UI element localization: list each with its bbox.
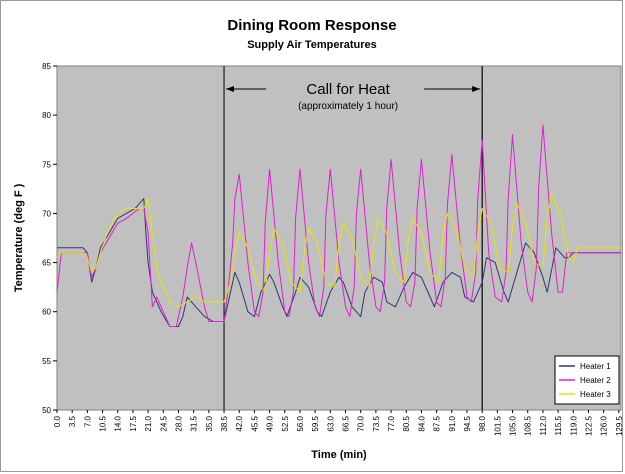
x-tick-label: 115.5 bbox=[554, 415, 563, 435]
x-tick-label: 10.5 bbox=[99, 415, 108, 431]
x-tick-label: 45.5 bbox=[250, 415, 259, 431]
x-tick-label: 28.0 bbox=[174, 415, 183, 431]
x-tick-label: 126.0 bbox=[600, 415, 609, 436]
x-tick-label: 0.0 bbox=[53, 415, 62, 427]
x-tick-label: 80.5 bbox=[402, 415, 411, 431]
x-tick-label: 70.0 bbox=[357, 415, 366, 431]
y-tick-label: 85 bbox=[42, 62, 51, 71]
legend: Heater 1 Heater 2 Heater 3 bbox=[554, 355, 620, 405]
x-tick-label: 112.0 bbox=[539, 415, 548, 435]
series-line-heater-3 bbox=[56, 193, 621, 308]
x-tick-label: 77.0 bbox=[387, 415, 396, 431]
x-tick-label: 84.0 bbox=[417, 415, 426, 431]
y-tick-label: 65 bbox=[42, 259, 51, 268]
x-tick-label: 17.5 bbox=[129, 415, 138, 431]
x-tick-label: 42.0 bbox=[235, 415, 244, 431]
y-tick-label: 75 bbox=[42, 160, 51, 169]
x-tick-label: 63.0 bbox=[326, 415, 335, 431]
x-axis: 0.0 3.5 7.0 10.5 14.0 17.5 21.0 24.5 28.0 31.5 35.… bbox=[53, 410, 624, 436]
y-tick-label: 55 bbox=[42, 357, 51, 366]
x-tick-label: 73.5 bbox=[372, 415, 381, 431]
x-tick-label: 38.5 bbox=[220, 415, 229, 431]
series-line-heater-1 bbox=[57, 198, 621, 327]
x-tick-label: 52.5 bbox=[281, 415, 290, 431]
x-tick-label: 98.0 bbox=[478, 415, 487, 431]
x-tick-label: 7.0 bbox=[83, 415, 92, 427]
legend-entry: Heater 3 bbox=[580, 390, 611, 399]
x-tick-label: 24.5 bbox=[159, 415, 168, 431]
x-tick-label: 119.0 bbox=[569, 415, 578, 435]
series-line-heater-2 bbox=[56, 124, 621, 327]
x-tick-label: 66.5 bbox=[342, 415, 351, 431]
x-tick-label: 14.0 bbox=[114, 415, 123, 431]
y-axis-title: Temperature (deg F ) bbox=[13, 183, 25, 292]
y-tick-label: 70 bbox=[42, 209, 51, 218]
x-tick-label: 91.0 bbox=[448, 415, 457, 431]
plot-area bbox=[56, 65, 622, 411]
x-tick-label: 59.5 bbox=[311, 415, 320, 431]
annotation-sublabel: (approximately 1 hour) bbox=[298, 101, 398, 112]
annotation-label: Call for Heat bbox=[306, 81, 390, 98]
x-tick-label: 108.5 bbox=[524, 415, 533, 436]
x-tick-label: 35.0 bbox=[205, 415, 214, 431]
left-arrow-head bbox=[226, 86, 235, 92]
y-tick-label: 50 bbox=[42, 406, 51, 415]
x-tick-label: 3.5 bbox=[68, 415, 77, 427]
x-tick-label: 87.5 bbox=[433, 415, 442, 431]
x-tick-label: 21.0 bbox=[144, 415, 153, 431]
x-tick-label: 122.5 bbox=[584, 415, 593, 436]
y-axis: 50 55 60 65 70 75 80 85 bbox=[42, 62, 57, 415]
x-tick-label: 49.0 bbox=[266, 415, 275, 431]
call-for-heat-annotation: Call for Heat (approximately 1 hour) bbox=[223, 66, 483, 410]
x-tick-label: 94.5 bbox=[463, 415, 472, 431]
series-layer bbox=[56, 124, 621, 327]
x-tick-label: 105.0 bbox=[509, 415, 518, 436]
x-tick-label: 101.5 bbox=[493, 415, 502, 436]
x-tick-label: 31.5 bbox=[190, 415, 199, 431]
y-tick-label: 80 bbox=[42, 111, 51, 120]
right-arrow-head bbox=[472, 86, 481, 92]
y-tick-label: 60 bbox=[42, 308, 51, 317]
x-tick-label: 56.0 bbox=[296, 415, 305, 431]
legend-entry: Heater 2 bbox=[580, 376, 611, 385]
x-axis-title: Time (min) bbox=[311, 449, 367, 461]
legend-entry: Heater 1 bbox=[580, 362, 611, 371]
x-tick-label: 129.5 bbox=[615, 415, 624, 436]
chart-title: Dining Room Response bbox=[227, 17, 396, 34]
chart-subtitle: Supply Air Temperatures bbox=[247, 39, 377, 51]
